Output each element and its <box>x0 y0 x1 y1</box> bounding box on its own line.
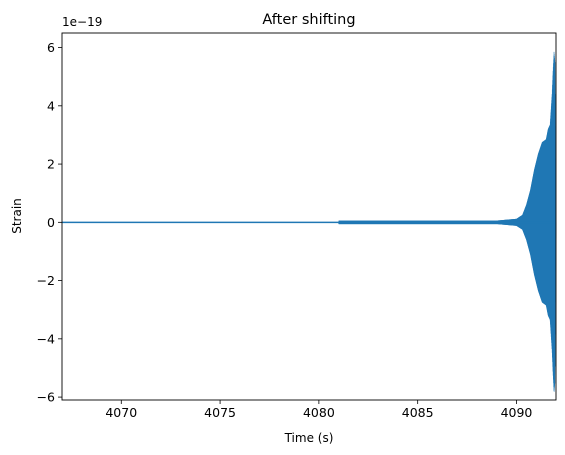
y-axis-offset-label: 1e−19 <box>62 15 102 29</box>
y-tick-label: −2 <box>37 273 55 288</box>
y-tick-label: 0 <box>47 215 55 230</box>
y-axis-label: Strain <box>10 198 24 234</box>
x-tick-label: 4080 <box>303 405 335 420</box>
y-axis-ticks: −6 −4 −2 0 2 4 6 <box>37 40 62 405</box>
plot-area <box>62 33 556 400</box>
x-tick-label: 4085 <box>402 405 434 420</box>
y-tick-label: 2 <box>47 157 55 172</box>
x-tick-label: 4090 <box>501 405 533 420</box>
x-axis-label: Time (s) <box>284 431 334 445</box>
x-tick-label: 4075 <box>204 405 236 420</box>
series-layer <box>62 51 557 392</box>
y-tick-label: −6 <box>37 390 55 405</box>
y-tick-label: 6 <box>47 40 55 55</box>
y-tick-label: 4 <box>47 98 55 113</box>
x-axis-ticks: 4070 4075 4080 4085 4090 <box>105 400 532 420</box>
x-tick-label: 4070 <box>105 405 137 420</box>
y-tick-label: −4 <box>37 331 55 346</box>
axes-frame <box>61 32 557 401</box>
chart-title: After shifting <box>262 12 355 28</box>
